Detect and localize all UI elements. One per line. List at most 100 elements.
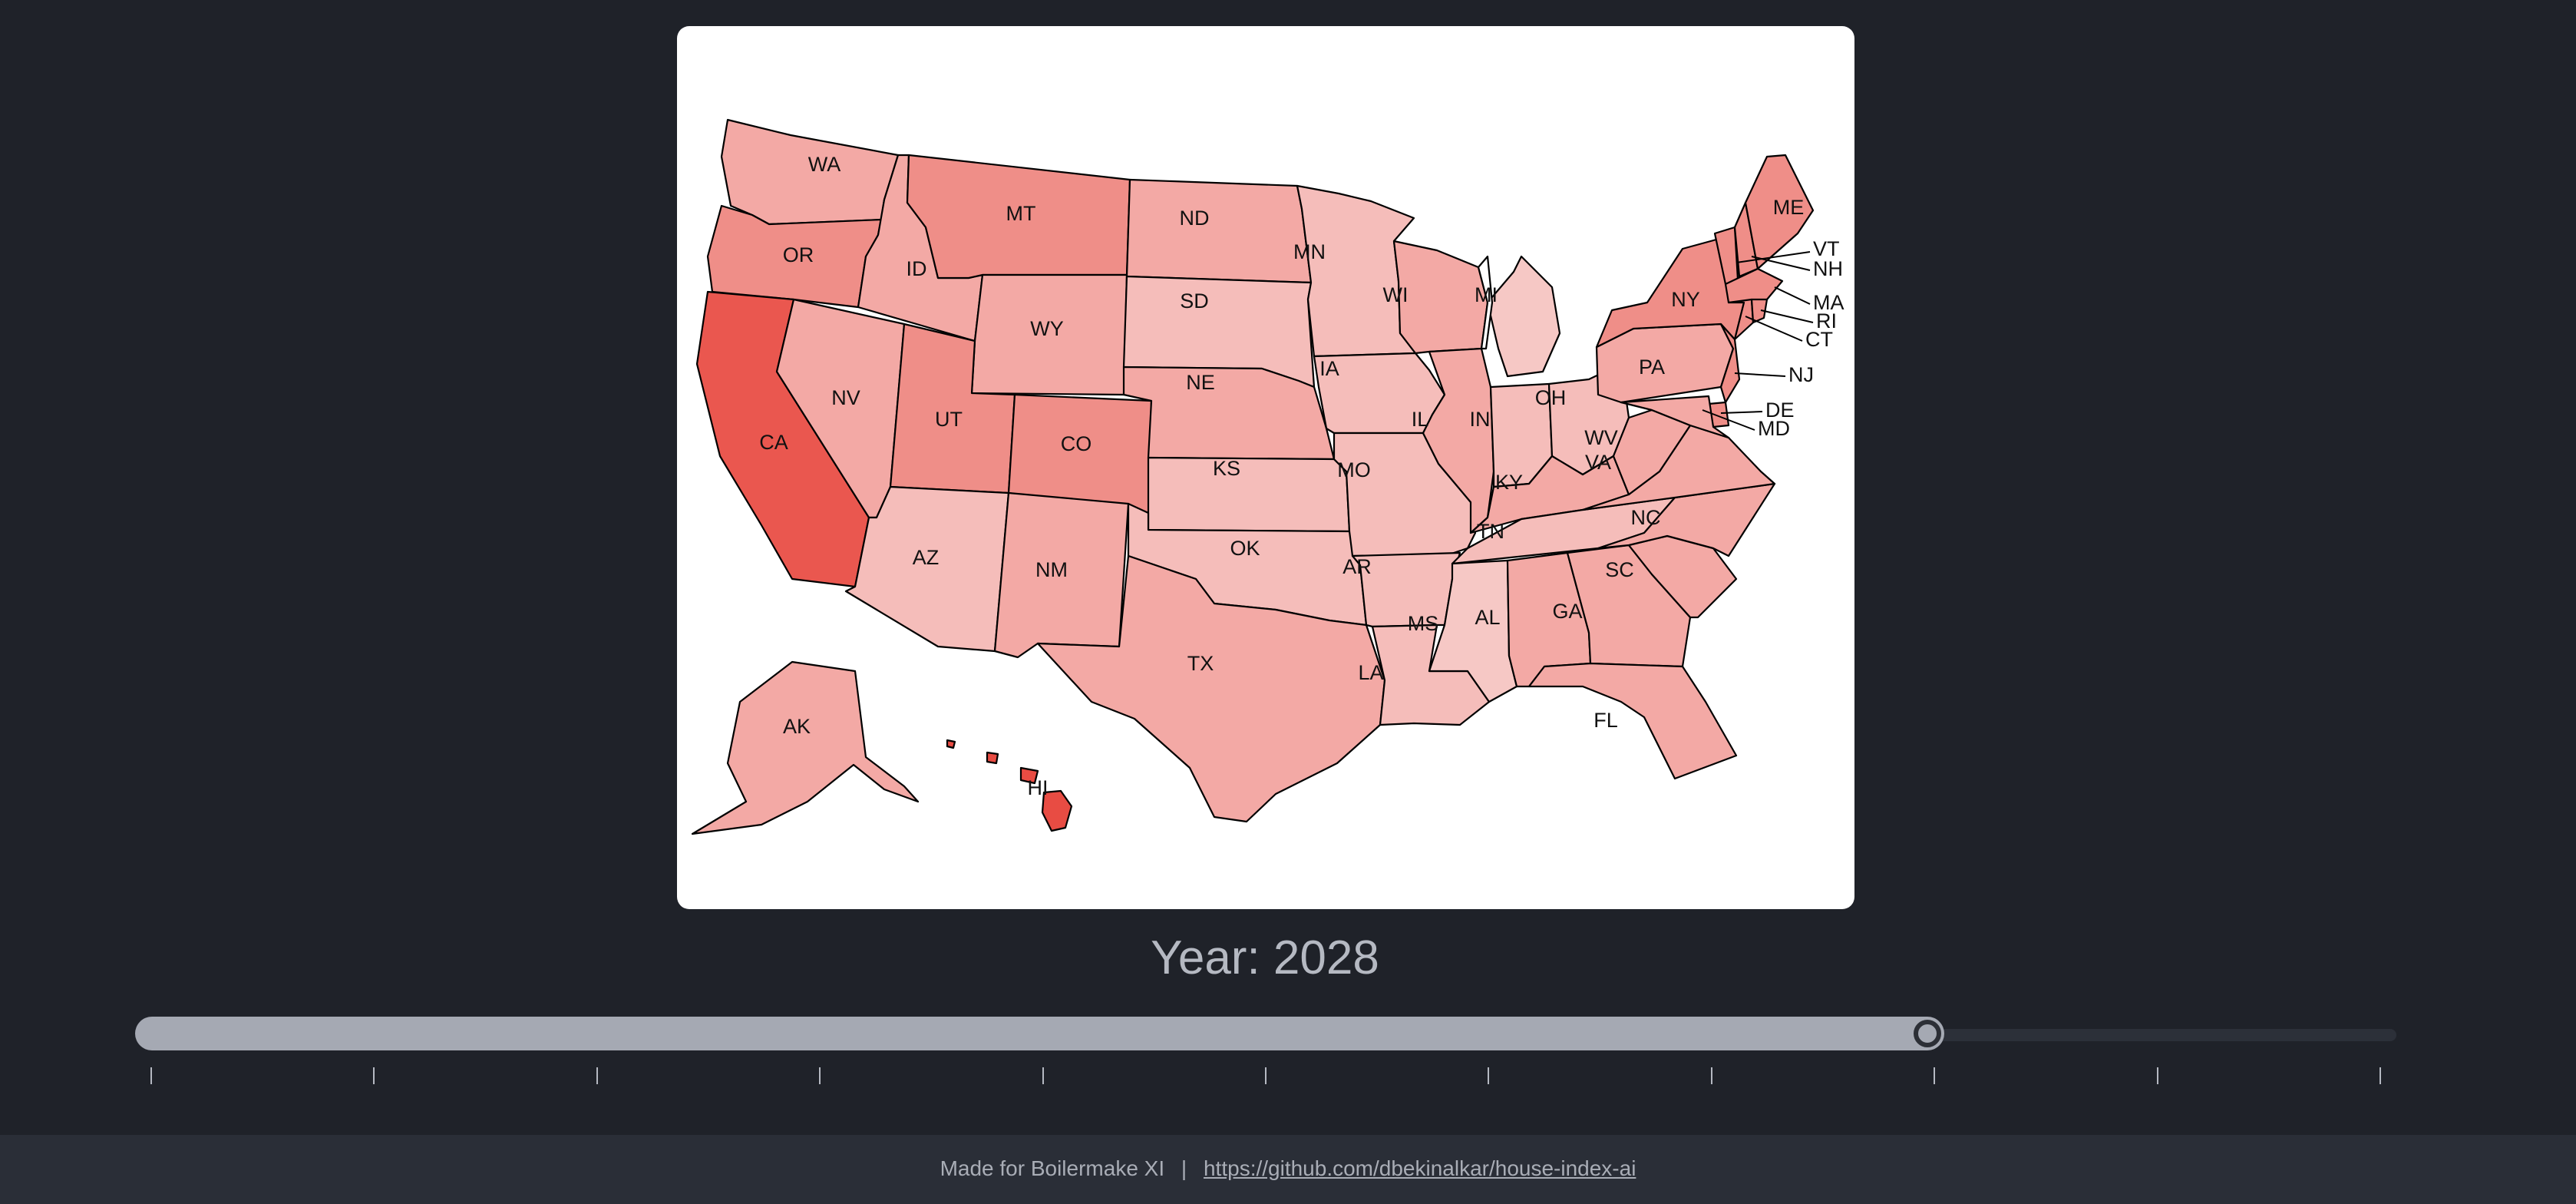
leader-MA [1774, 286, 1811, 305]
label-WI: WI [1383, 283, 1409, 306]
label-NE: NE [1186, 371, 1215, 394]
us-map-card: WA OR CA ID NV MT WY UT CO AZ NM ND SD N… [677, 26, 1854, 909]
slider-tick [1934, 1067, 1935, 1084]
state-ND[interactable] [1125, 178, 1313, 284]
label-SC: SC [1605, 558, 1634, 581]
label-DE: DE [1765, 399, 1795, 422]
label-TN: TN [1477, 520, 1504, 543]
label-ME: ME [1773, 196, 1805, 219]
state-IL[interactable] [1422, 347, 1495, 534]
label-NM: NM [1035, 558, 1068, 581]
footer-text: Made for Boilermake XI | https://github.… [0, 1156, 2576, 1181]
label-HI: HI [1028, 776, 1049, 799]
slider-tick [373, 1067, 375, 1084]
slider-tick [1265, 1067, 1267, 1084]
state-FL[interactable] [1527, 662, 1738, 780]
label-CO: CO [1061, 432, 1092, 455]
state-TX[interactable] [1036, 554, 1386, 823]
footer-separator: | [1181, 1156, 1187, 1180]
lake-michigan [1477, 255, 1494, 350]
leader-NH [1751, 256, 1811, 271]
year-slider[interactable] [135, 1017, 2396, 1050]
label-AK: AK [783, 715, 811, 738]
state-HI[interactable] [1041, 789, 1073, 832]
slider-tick [1711, 1067, 1712, 1084]
slider-fill[interactable] [135, 1017, 1944, 1050]
label-VT: VT [1813, 237, 1840, 260]
label-KS: KS [1213, 457, 1240, 480]
state-KS[interactable] [1147, 456, 1351, 533]
label-NH: NH [1813, 257, 1843, 280]
label-IL: IL [1412, 408, 1429, 431]
label-NC: NC [1631, 506, 1661, 529]
label-NJ: NJ [1788, 363, 1814, 386]
state-HI-islet-2 [986, 751, 999, 765]
label-ND: ND [1180, 207, 1210, 230]
state-HI-islet-1 [1019, 766, 1039, 785]
state-CT[interactable] [1727, 298, 1755, 341]
label-PA: PA [1639, 356, 1665, 379]
state-LA[interactable] [1371, 624, 1491, 726]
state-MD[interactable] [1620, 395, 1730, 439]
label-IA: IA [1319, 357, 1339, 380]
label-MT: MT [1006, 202, 1036, 225]
footer: Made for Boilermake XI | https://github.… [0, 1135, 2576, 1204]
leader-MD [1702, 409, 1755, 431]
us-choropleth-map: WA OR CA ID NV MT WY UT CO AZ NM ND SD N… [691, 118, 1844, 835]
leader-DE [1720, 411, 1763, 414]
label-UT: UT [935, 408, 963, 431]
slider-tick [596, 1067, 598, 1084]
label-CT: CT [1805, 328, 1833, 351]
label-leader-lines [1702, 251, 1814, 431]
label-MD: MD [1758, 417, 1790, 440]
state-NE[interactable] [1122, 366, 1336, 461]
slider-tick [2379, 1067, 2381, 1084]
label-GA: GA [1552, 600, 1582, 623]
label-AZ: AZ [913, 546, 940, 569]
leader-RI [1760, 309, 1814, 323]
slider-tick [1042, 1067, 1044, 1084]
state-HI-islet-3 [946, 739, 956, 749]
slider-ticks [150, 1067, 2381, 1086]
label-MN: MN [1293, 240, 1326, 263]
leader-CT [1745, 316, 1803, 342]
label-OR: OR [783, 243, 814, 266]
slider-thumb[interactable] [1913, 1020, 1941, 1047]
state-AK[interactable] [691, 660, 920, 835]
state-shapes [691, 118, 1815, 835]
label-NY: NY [1671, 288, 1700, 311]
state-RI[interactable] [1750, 298, 1769, 324]
slider-tick [1488, 1067, 1489, 1084]
leader-VT [1735, 251, 1811, 263]
label-NV: NV [831, 386, 860, 409]
slider-tick [150, 1067, 152, 1084]
label-KY: KY [1495, 471, 1523, 494]
slider-tick [2157, 1067, 2158, 1084]
leader-NJ [1734, 372, 1786, 377]
label-TX: TX [1187, 652, 1214, 675]
year-label: Year: 2028 [1151, 931, 1379, 984]
state-labels: WA OR CA ID NV MT WY UT CO AZ NM ND SD N… [759, 153, 1844, 799]
label-VA: VA [1585, 451, 1611, 474]
label-MA: MA [1813, 291, 1844, 314]
footer-credit: Made for Boilermake XI [940, 1156, 1165, 1180]
label-WA: WA [808, 153, 841, 176]
label-LA: LA [1358, 661, 1383, 684]
state-WY[interactable] [970, 273, 1128, 396]
label-MI: MI [1475, 283, 1498, 306]
state-MI[interactable] [1486, 255, 1561, 378]
label-AL: AL [1475, 606, 1500, 629]
label-WV: WV [1584, 426, 1618, 449]
state-NC[interactable] [1597, 482, 1776, 557]
state-MA[interactable] [1724, 267, 1784, 304]
label-OK: OK [1230, 537, 1260, 560]
label-SD: SD [1180, 289, 1209, 313]
label-IN: IN [1470, 408, 1491, 431]
label-MS: MS [1408, 612, 1439, 635]
label-CA: CA [759, 431, 788, 454]
label-AR: AR [1342, 555, 1372, 578]
label-OH: OH [1535, 386, 1567, 409]
github-link[interactable]: https://github.com/dbekinalkar/house-ind… [1203, 1156, 1636, 1180]
label-RI: RI [1816, 309, 1837, 332]
